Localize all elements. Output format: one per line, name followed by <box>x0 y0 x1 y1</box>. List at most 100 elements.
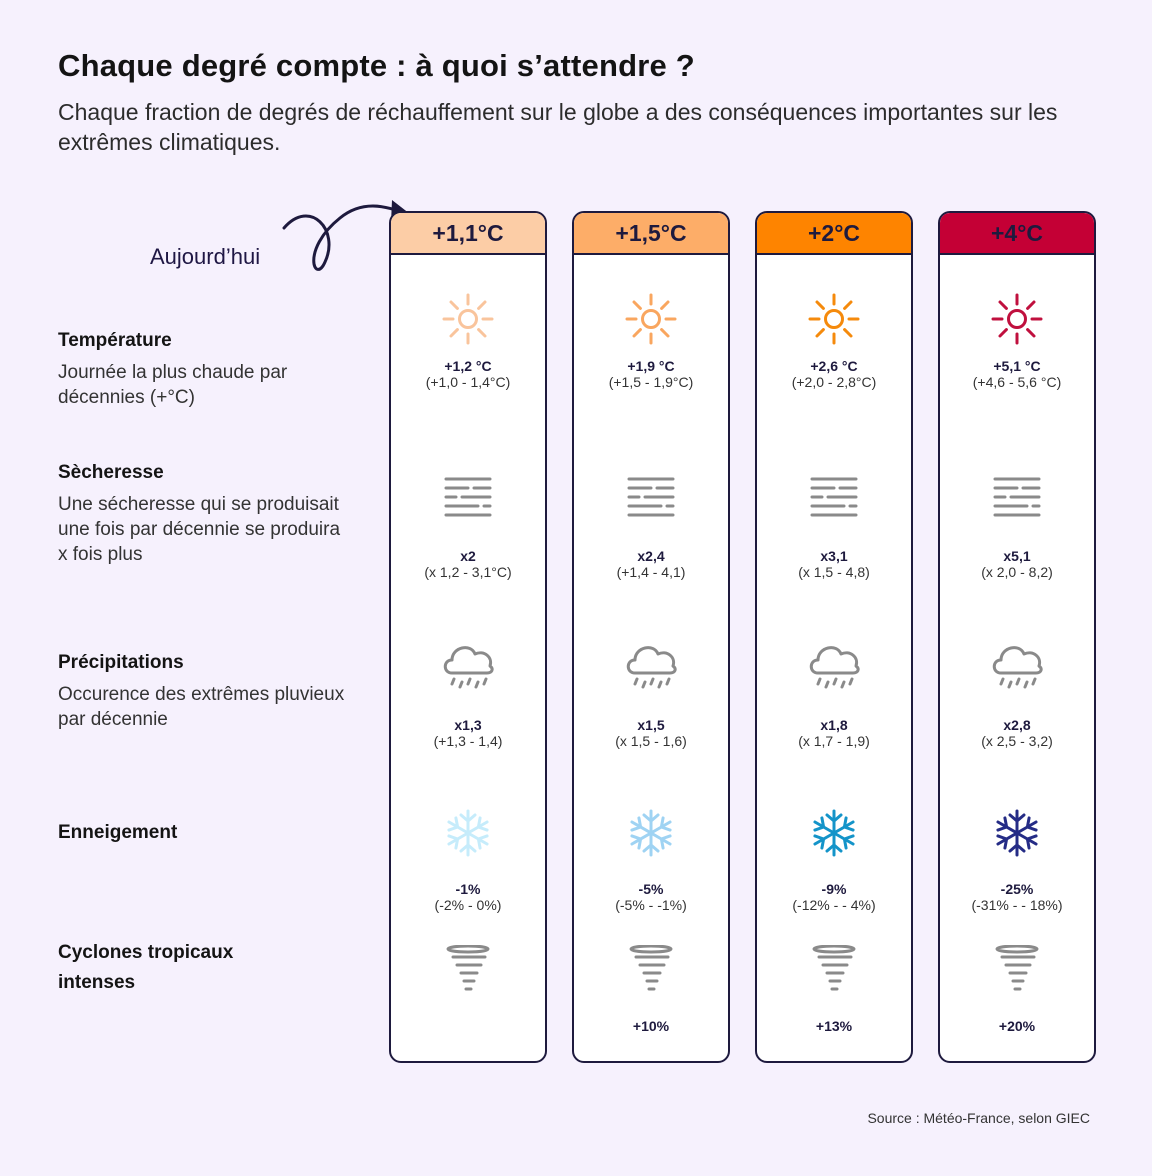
scenario-column: +1,5°C +1,9 °C (+1,5 - 1,9°C) x2,4 (+1,4… <box>572 211 730 1063</box>
drought-range: (+1,4 - 4,1) <box>616 564 686 580</box>
temperature-cell: +1,2 °C (+1,0 - 1,4°C) <box>391 293 545 390</box>
drought-value: x2 <box>460 548 476 564</box>
scenario-column: +2°C +2,6 °C (+2,0 - 2,8°C) x3,1 (x 1,5 … <box>755 211 913 1063</box>
precipitation-value: x2,8 <box>1003 717 1031 733</box>
temperature-cell: +2,6 °C (+2,0 - 2,8°C) <box>757 293 911 390</box>
snow-range: (-12% - - 4%) <box>792 897 876 913</box>
drought-icon <box>627 477 675 517</box>
row-title: Cyclones tropicaux intenses <box>58 942 234 993</box>
row-label-snow: Enneigement <box>58 818 348 848</box>
snowflake-icon <box>996 809 1038 857</box>
drought-value: x2,4 <box>637 548 665 564</box>
precipitation-cell: x1,3 (+1,3 - 1,4) <box>391 639 545 749</box>
rain-cloud-icon <box>992 646 1043 689</box>
row-label-cyclones: Cyclones tropicaux intenses <box>58 938 278 998</box>
precipitation-value: x1,8 <box>820 717 848 733</box>
scenario-header: +4°C <box>940 213 1094 255</box>
row-title: Enneigement <box>58 822 178 843</box>
rain-cloud-icon <box>443 646 494 689</box>
row-description: Occurence des extrêmes pluvieux par déce… <box>58 684 345 730</box>
scenario-header: +1,1°C <box>391 213 545 255</box>
rain-cloud-icon <box>626 646 677 689</box>
snowflake-icon <box>447 809 489 857</box>
drought-range: (x 2,0 - 8,2) <box>981 564 1053 580</box>
precipitation-cell: x1,8 (x 1,7 - 1,9) <box>757 639 911 749</box>
precipitation-value: x1,3 <box>454 717 482 733</box>
snowflake-icon <box>813 809 855 857</box>
page-subtitle: Chaque fraction de degrés de réchauffeme… <box>58 99 1058 155</box>
row-label-temperature: Température Journée la plus chaude par d… <box>58 326 348 410</box>
precipitation-range: (x 1,5 - 1,6) <box>615 733 687 749</box>
source-note: Source : Météo-France, selon GIEC <box>867 1110 1090 1126</box>
precipitation-cell: x1,5 (x 1,5 - 1,6) <box>574 639 728 749</box>
cyclone-cell <box>391 945 545 1019</box>
sun-icon <box>442 293 494 345</box>
sun-icon <box>991 293 1043 345</box>
temperature-cell: +1,9 °C (+1,5 - 1,9°C) <box>574 293 728 390</box>
row-title: Précipitations <box>58 652 184 673</box>
snow-cell: -1% (-2% - 0%) <box>391 809 545 913</box>
snow-range: (-5% - -1%) <box>615 897 687 913</box>
temperature-range: (+1,0 - 1,4°C) <box>425 374 511 390</box>
drought-icon <box>993 477 1041 517</box>
snow-cell: -25% (-31% - - 18%) <box>940 809 1094 913</box>
scenario-header: +1,5°C <box>574 213 728 255</box>
snow-range: (-2% - 0%) <box>434 897 502 913</box>
drought-cell: x3,1 (x 1,5 - 4,8) <box>757 473 911 580</box>
precipitation-value: x1,5 <box>637 717 665 733</box>
snow-value: -5% <box>638 881 664 897</box>
cyclone-icon <box>995 945 1039 991</box>
row-title: Sècheresse <box>58 462 164 483</box>
drought-cell: x5,1 (x 2,0 - 8,2) <box>940 473 1094 580</box>
temperature-cell: +5,1 °C (+4,6 - 5,6 °C) <box>940 293 1094 390</box>
temperature-range: (+1,5 - 1,9°C) <box>608 374 694 390</box>
drought-icon <box>810 477 858 517</box>
row-title: Température <box>58 330 172 351</box>
cyclone-value: +10% <box>632 1018 670 1034</box>
cyclone-icon <box>446 945 490 991</box>
cyclone-cell: +10% <box>574 945 728 1034</box>
drought-value: x5,1 <box>1003 548 1031 564</box>
temperature-value: +1,9 °C <box>627 358 675 374</box>
snowflake-icon <box>630 809 672 857</box>
temperature-value: +1,2 °C <box>444 358 492 374</box>
cyclone-value: +20% <box>998 1018 1036 1034</box>
snow-cell: -9% (-12% - - 4%) <box>757 809 911 913</box>
scenario-header: +2°C <box>757 213 911 255</box>
snow-value: -25% <box>1000 881 1034 897</box>
drought-cell: x2,4 (+1,4 - 4,1) <box>574 473 728 580</box>
page-title: Chaque degré compte : à quoi s’attendre … <box>58 48 695 83</box>
drought-range: (x 1,2 - 3,1°C) <box>424 564 512 580</box>
today-label: Aujourd’hui <box>150 244 261 269</box>
drought-range: (x 1,5 - 4,8) <box>798 564 870 580</box>
snow-value: -1% <box>455 881 481 897</box>
cyclone-icon <box>812 945 856 991</box>
temperature-range: (+4,6 - 5,6 °C) <box>972 374 1062 390</box>
cyclone-value: +13% <box>815 1018 853 1034</box>
row-description: Journée la plus chaude par décennies (+°… <box>58 362 288 408</box>
drought-value: x3,1 <box>820 548 848 564</box>
row-label-precipitation: Précipitations Occurence des extrêmes pl… <box>58 648 348 732</box>
snow-value: -9% <box>821 881 847 897</box>
precipitation-cell: x2,8 (x 2,5 - 3,2) <box>940 639 1094 749</box>
cyclone-cell: +13% <box>757 945 911 1034</box>
temperature-value: +2,6 °C <box>810 358 858 374</box>
precipitation-range: (x 1,7 - 1,9) <box>798 733 870 749</box>
precipitation-range: (+1,3 - 1,4) <box>433 733 503 749</box>
row-label-drought: Sècheresse Une sécheresse qui se produis… <box>58 458 348 567</box>
scenario-column: +1,1°C +1,2 °C (+1,0 - 1,4°C) x2 (x 1,2 … <box>389 211 547 1063</box>
cyclone-icon <box>629 945 673 991</box>
temperature-value: +5,1 °C <box>993 358 1041 374</box>
sun-icon <box>625 293 677 345</box>
snow-cell: -5% (-5% - -1%) <box>574 809 728 913</box>
temperature-range: (+2,0 - 2,8°C) <box>791 374 877 390</box>
snow-range: (-31% - - 18%) <box>971 897 1063 913</box>
drought-icon <box>444 477 492 517</box>
scenario-column: +4°C +5,1 °C (+4,6 - 5,6 °C) x5,1 (x 2,0… <box>938 211 1096 1063</box>
drought-cell: x2 (x 1,2 - 3,1°C) <box>391 473 545 580</box>
rain-cloud-icon <box>809 646 860 689</box>
row-description: Une sécheresse qui se produisait une foi… <box>58 494 341 565</box>
cyclone-cell: +20% <box>940 945 1094 1034</box>
sun-icon <box>808 293 860 345</box>
precipitation-range: (x 2,5 - 3,2) <box>981 733 1053 749</box>
